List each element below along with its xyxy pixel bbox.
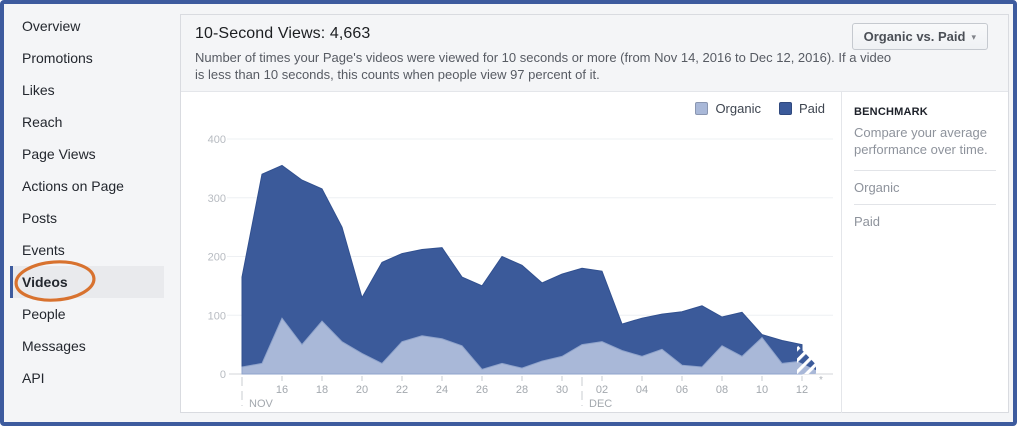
svg-text:DEC: DEC — [589, 398, 612, 410]
legend-item-organic[interactable]: Organic — [695, 101, 761, 116]
sidebar-item-posts[interactable]: Posts — [22, 210, 58, 226]
metric-description: Number of times your Page's videos were … — [195, 49, 1008, 83]
sidebar-item-page-views[interactable]: Page Views — [22, 146, 96, 162]
svg-text:20: 20 — [356, 384, 368, 396]
legend-item-paid[interactable]: Paid — [778, 101, 825, 116]
sidebar-item-api[interactable]: API — [22, 370, 45, 386]
benchmark-description: Compare your average performance over ti… — [854, 125, 988, 157]
sidebar-item-actions-on-page[interactable]: Actions on Page — [22, 178, 124, 194]
metric-description-line2: is less than 10 seconds, this counts whe… — [195, 67, 600, 82]
chart-legend: Organic Paid — [695, 101, 825, 116]
svg-text:24: 24 — [436, 384, 448, 396]
svg-text:04: 04 — [636, 384, 648, 396]
caret-down-icon: ▾ — [971, 32, 976, 42]
sidebar-item-overview[interactable]: Overview — [22, 18, 81, 34]
benchmark-option-organic[interactable]: Organic — [854, 170, 996, 204]
svg-text:28: 28 — [516, 384, 528, 396]
svg-text:300: 300 — [208, 193, 226, 205]
legend-label-paid: Paid — [798, 101, 825, 116]
metric-title: 10-Second Views: 4,663 — [195, 25, 371, 42]
dropdown-label: Organic vs. Paid — [863, 29, 966, 44]
sidebar-item-videos[interactable]: Videos — [10, 260, 164, 302]
benchmark-title: BENCHMARK — [854, 106, 928, 118]
metric-description-line1: Number of times your Page's videos were … — [195, 50, 892, 65]
svg-text:16: 16 — [276, 384, 288, 396]
svg-text:10: 10 — [756, 384, 768, 396]
svg-text:12: 12 — [796, 384, 808, 396]
videos-metric-card: 10-Second Views: 4,663 Number of times y… — [180, 14, 1009, 413]
legend-label-organic: Organic — [715, 101, 761, 116]
svg-text:06: 06 — [676, 384, 688, 396]
svg-text:*: * — [819, 375, 823, 386]
benchmark-option-paid[interactable]: Paid — [854, 204, 996, 238]
svg-text:200: 200 — [208, 252, 226, 264]
svg-text:30: 30 — [556, 384, 568, 396]
svg-text:08: 08 — [716, 384, 728, 396]
metric-body: Organic Paid 0 100 200 300 400 * 16 18 20 22 24 26 2… — [181, 92, 1008, 413]
insights-sidebar: Overview Promotions Likes Reach Page Vie… — [4, 10, 176, 394]
svg-text:22: 22 — [396, 384, 408, 396]
sidebar-item-people[interactable]: People — [22, 306, 66, 322]
chart-panel: Organic Paid 0 100 200 300 400 * 16 18 20 22 24 26 2… — [181, 92, 841, 413]
benchmark-panel: BENCHMARK Compare your average performan… — [841, 92, 1008, 413]
sidebar-item-label: Videos — [22, 274, 68, 290]
paid-swatch-icon — [778, 102, 792, 115]
svg-text:02: 02 — [596, 384, 608, 396]
views-area-chart: 0 100 200 300 400 * 16 18 20 22 24 26 28 30 02 04 06 08 10… — [208, 134, 833, 410]
organic-area — [241, 317, 803, 375]
organic-swatch-icon — [695, 102, 709, 115]
sidebar-item-likes[interactable]: Likes — [22, 82, 55, 98]
organic-incomplete-hatch — [797, 361, 816, 374]
svg-text:0: 0 — [220, 369, 226, 381]
sidebar-item-promotions[interactable]: Promotions — [22, 50, 93, 66]
svg-text:NOV: NOV — [249, 398, 274, 410]
organic-vs-paid-dropdown[interactable]: Organic vs. Paid ▾ — [851, 23, 988, 50]
svg-text:400: 400 — [208, 134, 226, 146]
svg-text:18: 18 — [316, 384, 328, 396]
svg-text:100: 100 — [208, 310, 226, 322]
svg-text:26: 26 — [476, 384, 488, 396]
sidebar-item-reach[interactable]: Reach — [22, 114, 63, 130]
sidebar-item-messages[interactable]: Messages — [22, 338, 86, 354]
sidebar-item-events[interactable]: Events — [22, 242, 65, 258]
paid-area — [241, 164, 803, 375]
metric-header: 10-Second Views: 4,663 Number of times y… — [181, 15, 1008, 92]
